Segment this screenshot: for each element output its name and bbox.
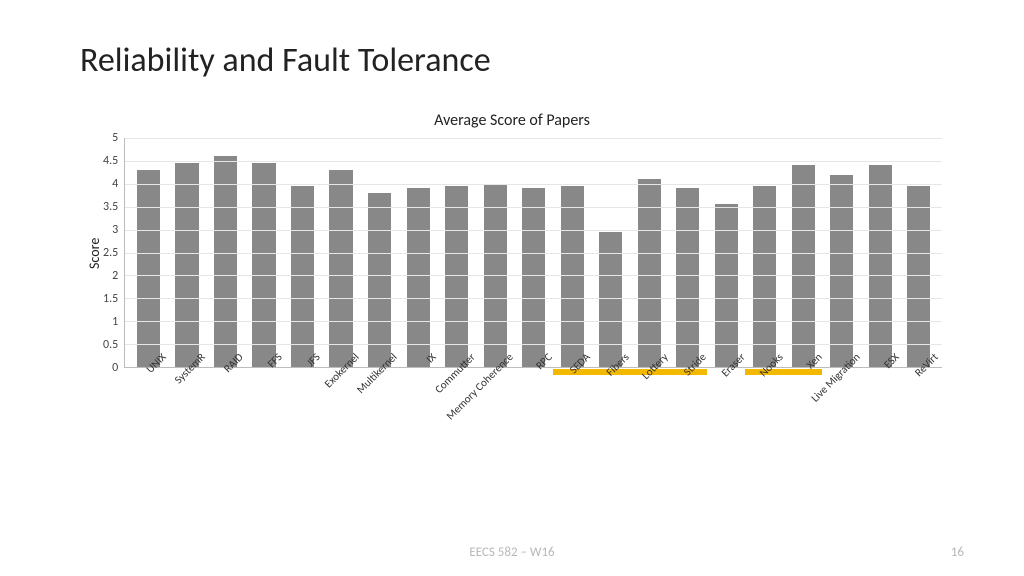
bar — [676, 188, 699, 367]
page-title: Reliability and Fault Tolerance — [80, 40, 944, 81]
bar — [175, 163, 198, 367]
bar — [561, 186, 584, 367]
gridline — [125, 138, 942, 139]
bar — [252, 163, 275, 367]
bar — [869, 165, 892, 367]
bar — [753, 186, 776, 367]
gridline — [125, 161, 942, 162]
gridline — [125, 321, 942, 322]
chart-title: Average Score of Papers — [82, 111, 942, 130]
bar — [137, 170, 160, 367]
bar — [792, 165, 815, 367]
bar — [329, 170, 352, 367]
gridline — [125, 184, 942, 185]
slide: Reliability and Fault Tolerance Average … — [0, 0, 1024, 576]
y-axis-ticks: 54.543.532.521.510.50 — [103, 138, 124, 368]
y-axis-label: Score — [82, 138, 103, 368]
plot-row: Score 54.543.532.521.510.50 — [82, 138, 942, 368]
bar — [445, 186, 468, 367]
bar — [522, 188, 545, 367]
plot-area — [124, 138, 942, 368]
bar — [214, 156, 237, 367]
gridline — [125, 253, 942, 254]
gridline — [125, 230, 942, 231]
bar — [368, 193, 391, 367]
gridline — [125, 344, 942, 345]
footer-text: EECS 582 – W16 — [0, 545, 1024, 560]
gridline — [125, 298, 942, 299]
gridline — [125, 207, 942, 208]
gridline — [125, 275, 942, 276]
page-number: 16 — [951, 545, 964, 560]
bar — [407, 188, 430, 367]
bar — [291, 186, 314, 367]
bar — [907, 186, 930, 367]
bar — [830, 175, 853, 367]
chart: Average Score of Papers Score 54.543.532… — [82, 111, 942, 396]
